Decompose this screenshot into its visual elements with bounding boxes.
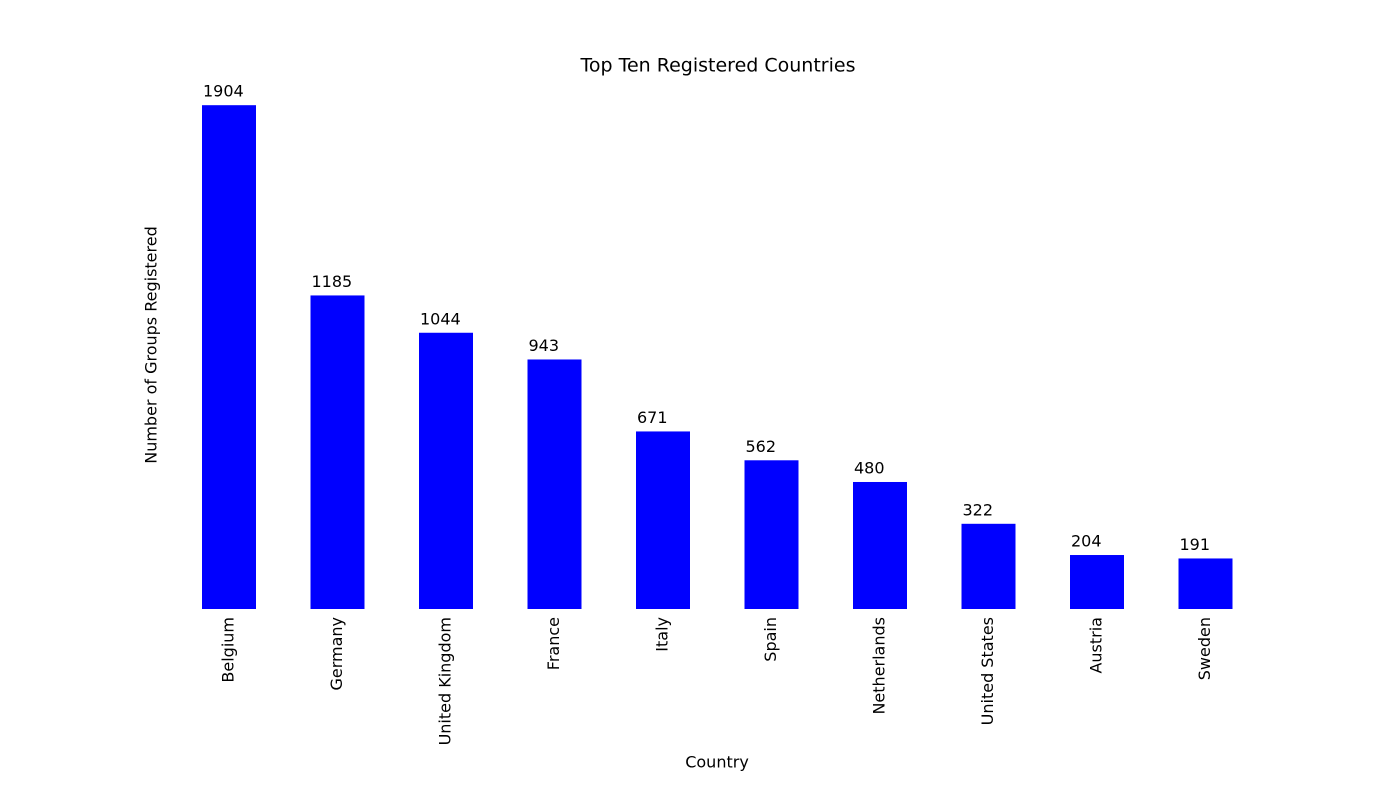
bar <box>853 481 907 609</box>
bar <box>636 431 690 609</box>
value-label: 1044 <box>420 309 461 328</box>
value-label: 1904 <box>203 82 244 101</box>
value-label: 562 <box>746 437 777 456</box>
x-tick-label: Spain <box>761 617 780 662</box>
bar <box>527 359 582 609</box>
bar <box>310 295 365 609</box>
chart-title: Top Ten Registered Countries <box>580 55 856 77</box>
y-axis-label: Number of Groups Registered <box>142 226 161 464</box>
x-tick-label: Belgium <box>219 617 238 683</box>
x-tick-label: Austria <box>1087 617 1106 674</box>
x-tick-label: United Kingdom <box>436 617 455 745</box>
x-tick-label: France <box>544 617 563 670</box>
value-label: 204 <box>1071 532 1102 551</box>
value-label: 191 <box>1180 535 1211 554</box>
x-tick-label: Sweden <box>1195 617 1214 680</box>
bar <box>202 105 256 609</box>
x-tick-label: Netherlands <box>870 617 889 715</box>
x-axis-label: Country <box>685 753 749 772</box>
value-label: 671 <box>637 408 668 427</box>
bar <box>1178 558 1233 609</box>
x-tick-label: United States <box>978 617 997 725</box>
bar <box>744 460 799 609</box>
bar <box>961 523 1016 609</box>
value-label: 480 <box>854 458 885 477</box>
value-label: 943 <box>529 336 560 355</box>
bar <box>419 332 473 609</box>
x-tick-label: Germany <box>327 617 346 691</box>
x-tick-label: Italy <box>653 617 672 652</box>
bar <box>1070 555 1124 609</box>
value-label: 322 <box>963 500 994 519</box>
value-label: 1185 <box>312 272 353 291</box>
